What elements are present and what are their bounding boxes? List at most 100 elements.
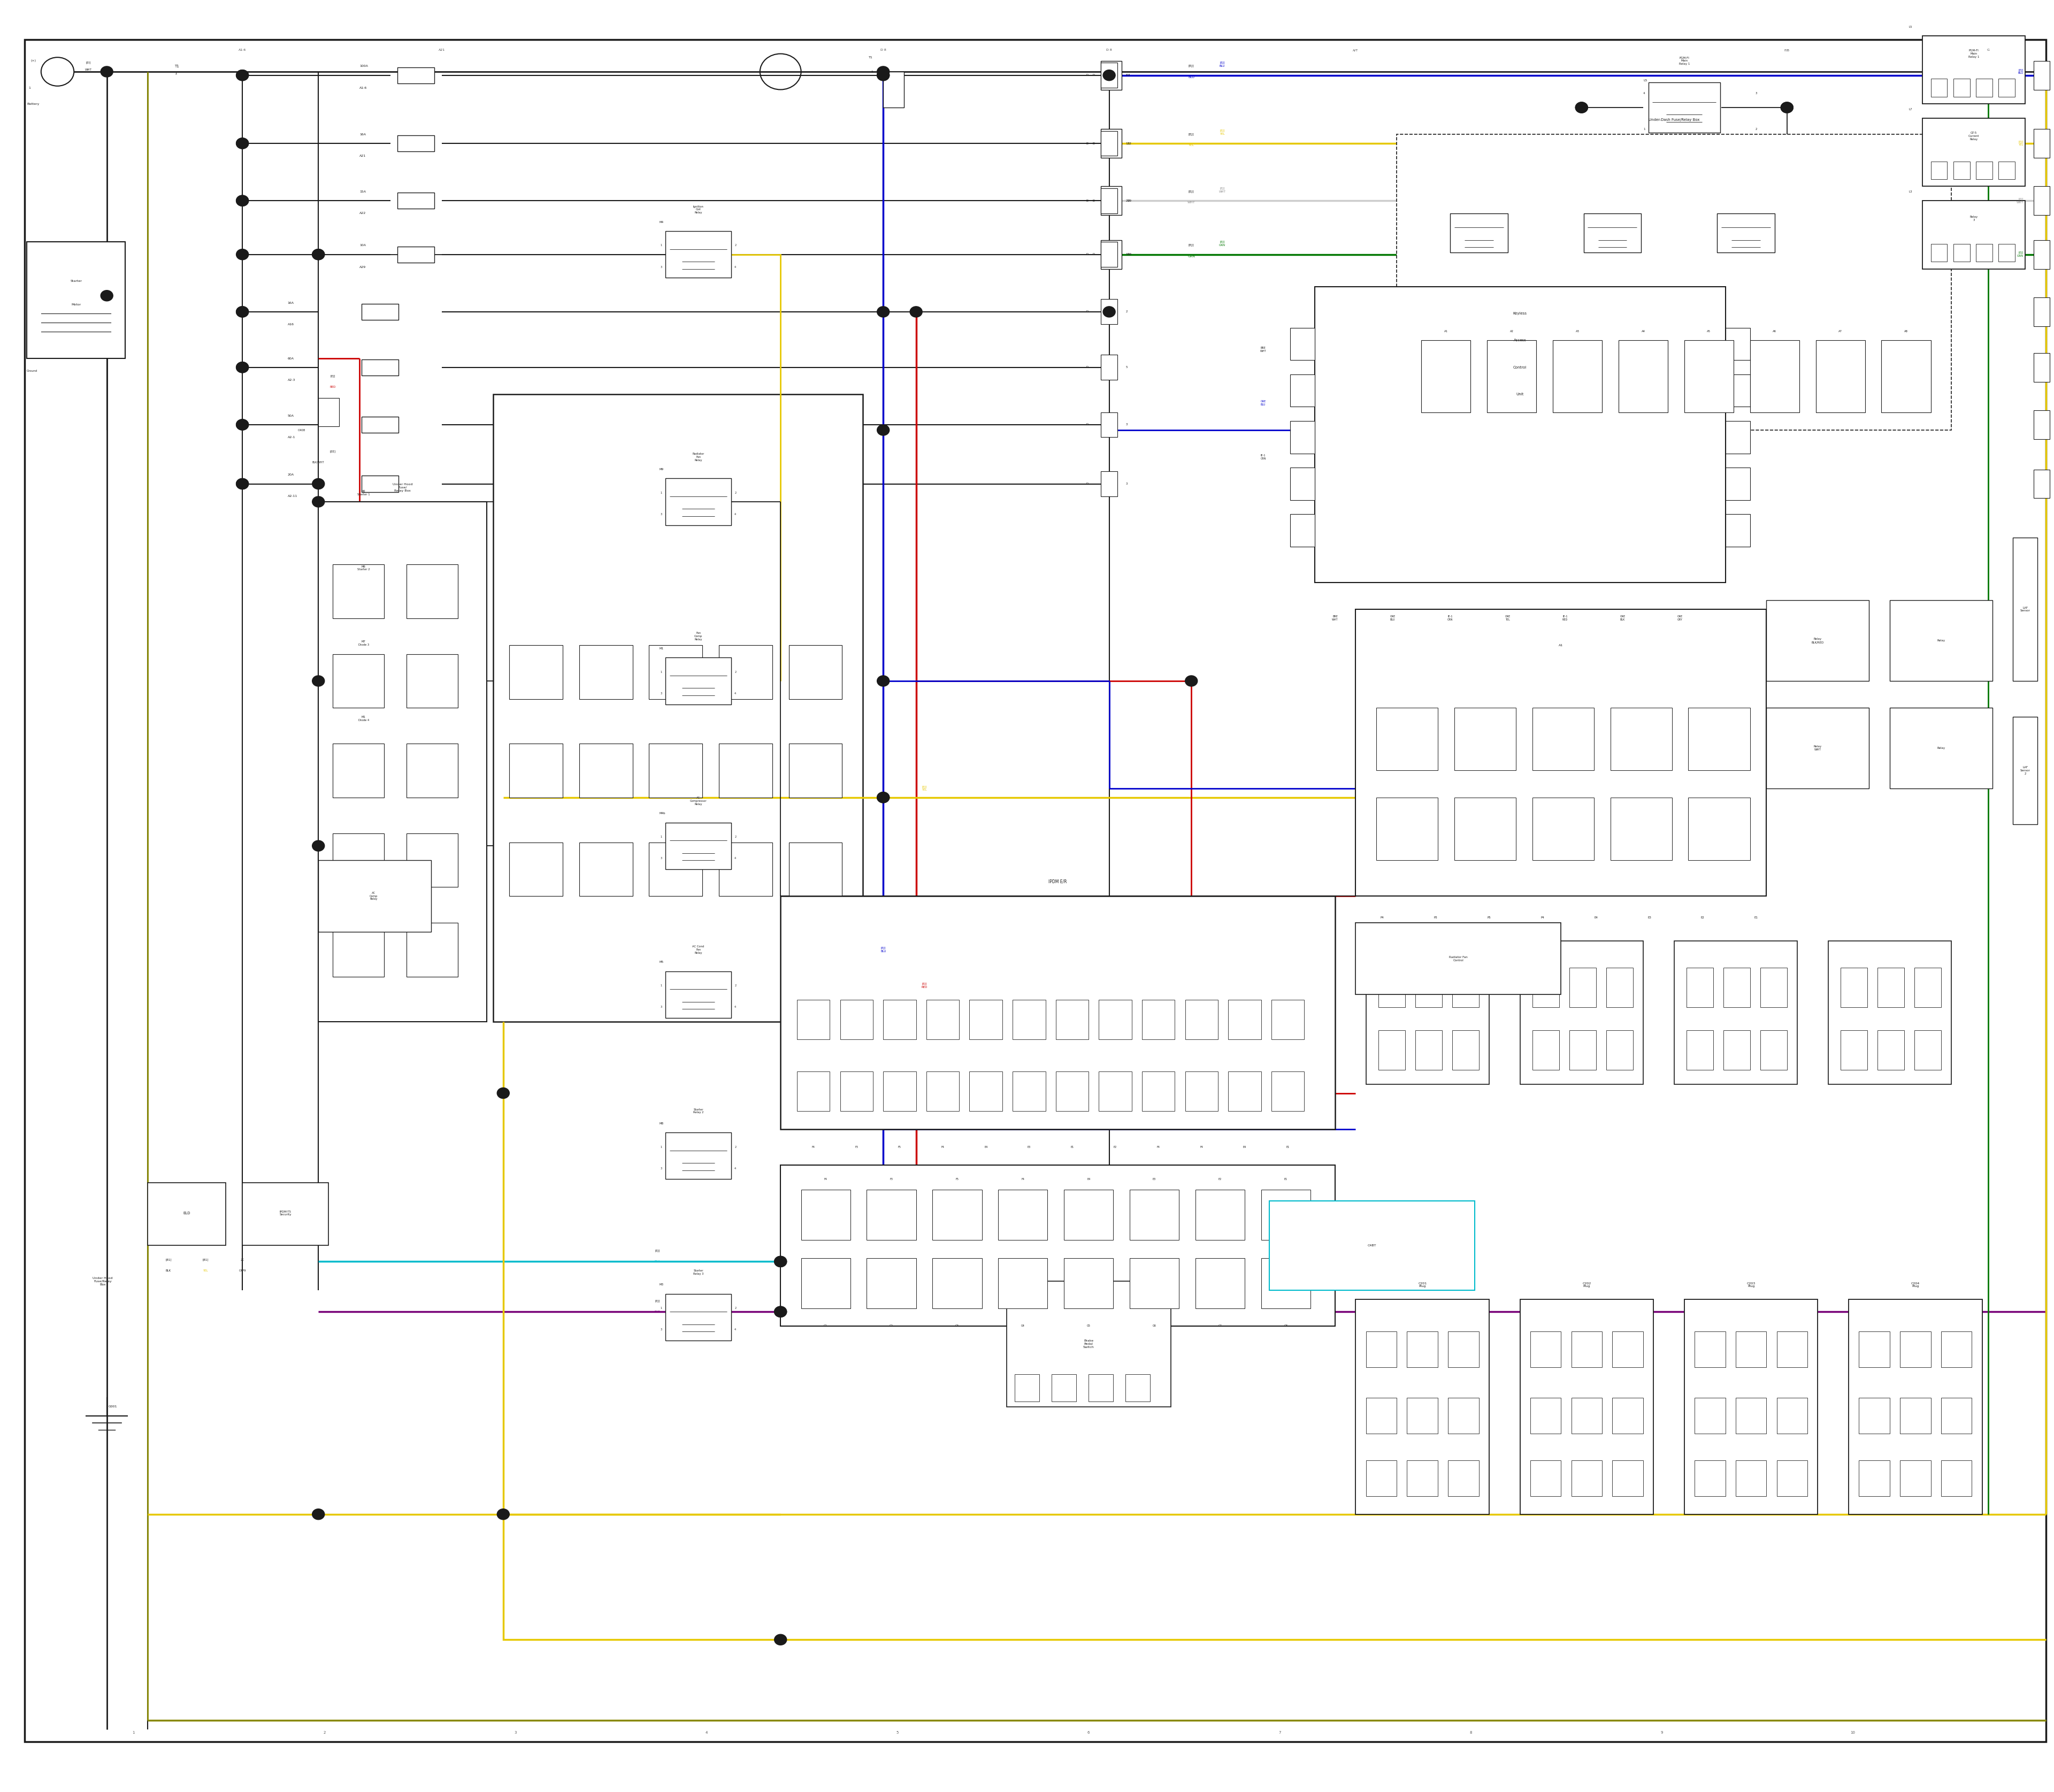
Text: E4: E4	[984, 1145, 988, 1149]
Text: Under-Dash Fuse/Relay Box: Under-Dash Fuse/Relay Box	[1649, 118, 1699, 122]
Bar	[333, 654, 384, 708]
Bar	[1619, 340, 1668, 412]
Bar	[1415, 968, 1442, 1007]
Text: D: D	[1087, 366, 1089, 369]
Bar	[1890, 600, 1992, 681]
Text: 15A: 15A	[359, 190, 366, 194]
Bar	[1101, 242, 1117, 267]
Bar	[1530, 1398, 1561, 1434]
Text: (+): (+)	[31, 59, 37, 63]
Bar	[1126, 1374, 1150, 1401]
Bar	[1999, 79, 2015, 97]
Text: AC
Comp
Relay: AC Comp Relay	[370, 892, 378, 900]
Bar	[1532, 968, 1559, 1007]
Bar	[1013, 1072, 1045, 1111]
Bar	[27, 242, 125, 358]
Bar	[1695, 1460, 1725, 1496]
Bar	[840, 1072, 873, 1111]
Bar	[1766, 600, 1869, 681]
Bar	[318, 860, 431, 932]
Text: C4BT: C4BT	[1368, 1244, 1376, 1247]
Circle shape	[312, 478, 325, 489]
Bar	[1777, 1331, 1808, 1367]
Text: G7: G7	[1218, 1324, 1222, 1328]
Text: G5: G5	[1087, 1324, 1091, 1328]
Bar	[509, 744, 563, 797]
Circle shape	[236, 478, 249, 489]
Text: BLU: BLU	[1187, 75, 1195, 79]
Text: 10: 10	[1851, 1731, 1855, 1735]
Text: [EJ]
BLU: [EJ] BLU	[1220, 61, 1224, 68]
Circle shape	[236, 362, 249, 373]
Text: [EE]: [EE]	[331, 450, 335, 453]
Bar	[665, 1133, 731, 1179]
Bar	[1356, 609, 1766, 896]
Bar	[1725, 421, 1750, 453]
Bar	[1859, 1331, 1890, 1367]
Bar	[867, 1258, 916, 1308]
Bar	[1571, 1331, 1602, 1367]
Bar	[509, 645, 563, 699]
Circle shape	[1185, 676, 1197, 686]
Bar	[333, 744, 384, 797]
Text: 5: 5	[896, 1731, 900, 1735]
Bar	[1688, 797, 1750, 860]
Text: 19: 19	[1126, 253, 1130, 256]
Text: Battery: Battery	[27, 102, 39, 106]
Circle shape	[312, 249, 325, 260]
Circle shape	[774, 1256, 787, 1267]
Bar	[362, 303, 398, 319]
Text: [B1]: [B1]	[166, 1258, 170, 1262]
Bar	[1923, 118, 2025, 186]
Bar	[1723, 1030, 1750, 1070]
Text: D: D	[1087, 482, 1089, 486]
Bar	[1553, 340, 1602, 412]
Bar	[665, 1294, 731, 1340]
Text: F4: F4	[811, 1145, 815, 1149]
Bar	[1101, 186, 1121, 215]
Bar	[1013, 1000, 1045, 1039]
Bar	[1941, 1331, 1972, 1367]
Circle shape	[497, 1088, 509, 1098]
Text: RED: RED	[331, 385, 335, 389]
Bar	[883, 1000, 916, 1039]
Text: 1: 1	[29, 86, 31, 90]
Circle shape	[877, 676, 889, 686]
Text: 3: 3	[514, 1731, 518, 1735]
Bar	[1185, 1000, 1218, 1039]
Circle shape	[877, 66, 889, 77]
Text: E2: E2	[1113, 1145, 1117, 1149]
Text: A22: A22	[359, 211, 366, 215]
Bar	[998, 1258, 1048, 1308]
Text: GRN: GRN	[1187, 254, 1195, 258]
Text: 1: 1	[131, 1731, 136, 1735]
Circle shape	[1575, 102, 1588, 113]
Text: [EJ]: [EJ]	[331, 375, 335, 378]
Text: Ground: Ground	[27, 369, 37, 373]
Circle shape	[312, 840, 325, 851]
Text: [EJ]
YEL: [EJ] YEL	[1220, 129, 1224, 136]
Text: Starter: Starter	[70, 280, 82, 283]
Bar	[998, 1190, 1048, 1240]
Bar	[1421, 340, 1471, 412]
Bar	[1725, 468, 1750, 500]
Text: D 8: D 8	[1107, 48, 1111, 52]
Text: E4: E4	[1087, 1177, 1091, 1181]
Text: M7
Diode 3: M7 Diode 3	[357, 640, 370, 647]
Bar	[362, 358, 398, 375]
Bar	[1931, 244, 1947, 262]
Circle shape	[1103, 70, 1115, 81]
Text: C408: C408	[298, 428, 306, 432]
Text: E1: E1	[1284, 1177, 1288, 1181]
Text: C201
Plug: C201 Plug	[1417, 1281, 1428, 1288]
Bar	[1953, 79, 1970, 97]
Bar	[1569, 968, 1596, 1007]
Text: P3: P3	[1434, 916, 1438, 919]
Text: E1: E1	[1286, 1145, 1290, 1149]
Text: WHT: WHT	[1187, 201, 1195, 204]
Text: F3: F3	[854, 1145, 859, 1149]
Circle shape	[312, 676, 325, 686]
Bar	[649, 842, 702, 896]
Circle shape	[236, 138, 249, 149]
Bar	[1760, 1030, 1787, 1070]
